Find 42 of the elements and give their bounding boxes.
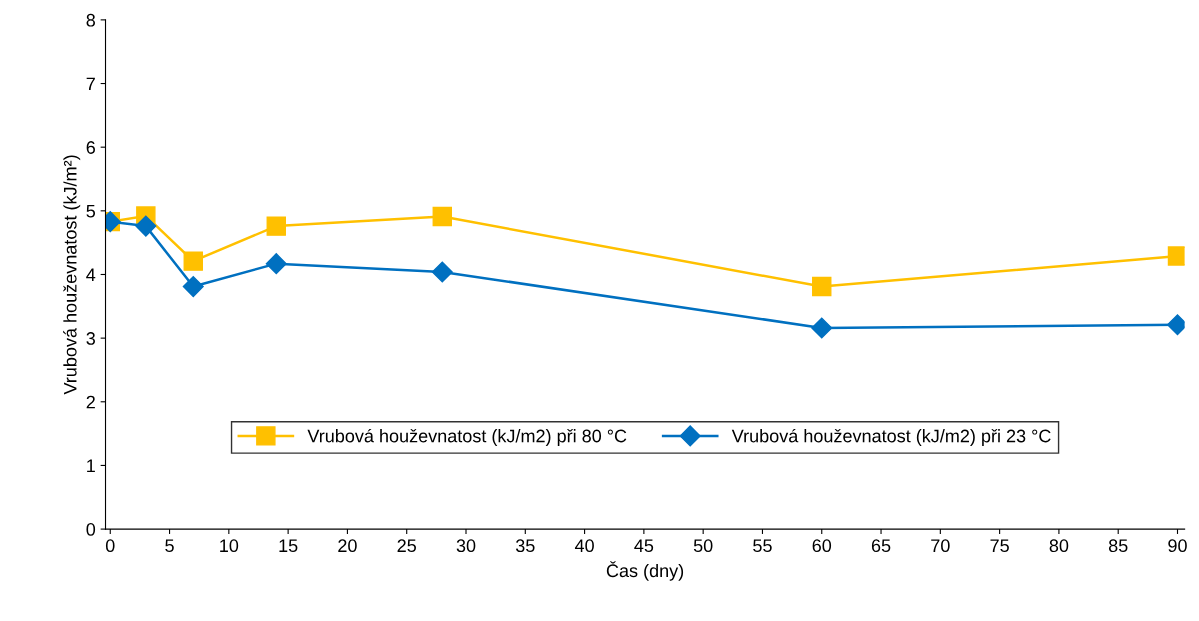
x-tick-label: 45 [634,539,654,553]
x-tick-label: 25 [397,539,416,553]
y-tick-label: 4 [86,268,96,282]
y-tick-label: 7 [86,77,95,91]
x-tick-label: 40 [574,539,594,553]
y-axis-title: Vrubová houževnatost (kJ/m²) [63,155,81,395]
point [1167,246,1185,266]
legend-label: Vrubová houževnatost (kJ/m2) při 23 °C [731,428,1051,446]
y-tick-label: 8 [86,13,96,27]
x-tick-label: 10 [220,539,239,553]
y-tick-label: 3 [86,332,95,345]
x-tick-label: 35 [515,539,535,553]
point [266,216,286,236]
y-tick-label: 0 [86,523,96,536]
x-tick-label: 15 [279,539,298,553]
x-tick-label: 90 [1168,539,1187,553]
point [812,276,832,297]
x-tick-label: 60 [812,539,832,553]
y-tick-label: 5 [86,204,96,218]
y-tick-label: 2 [86,395,95,409]
point [182,276,204,298]
x-tick-label: 0 [105,539,115,553]
x-tick-label: 75 [990,539,1009,553]
point [431,261,453,283]
y-tick-label: 1 [87,459,95,472]
x-tick-label: 5 [165,539,174,553]
point [432,206,453,227]
x-tick-label: 85 [1108,539,1128,553]
point [135,215,157,237]
x-axis-title: Čas (dny) [606,561,684,581]
legend-label: Vrubová houževnatost (kJ/m2) při 80 °C [307,428,627,446]
point [183,251,203,271]
point [811,317,833,339]
point [265,253,287,275]
x-tick-label: 50 [693,539,713,553]
x-tick-label: 80 [1049,539,1069,553]
x-tick-label: 30 [456,539,476,553]
x-tick-label: 20 [338,539,357,553]
y-tick-label: 6 [86,141,95,154]
x-tick-label: 70 [931,539,950,553]
x-tick-label: 55 [753,539,772,553]
x-tick-label: 65 [871,539,891,553]
